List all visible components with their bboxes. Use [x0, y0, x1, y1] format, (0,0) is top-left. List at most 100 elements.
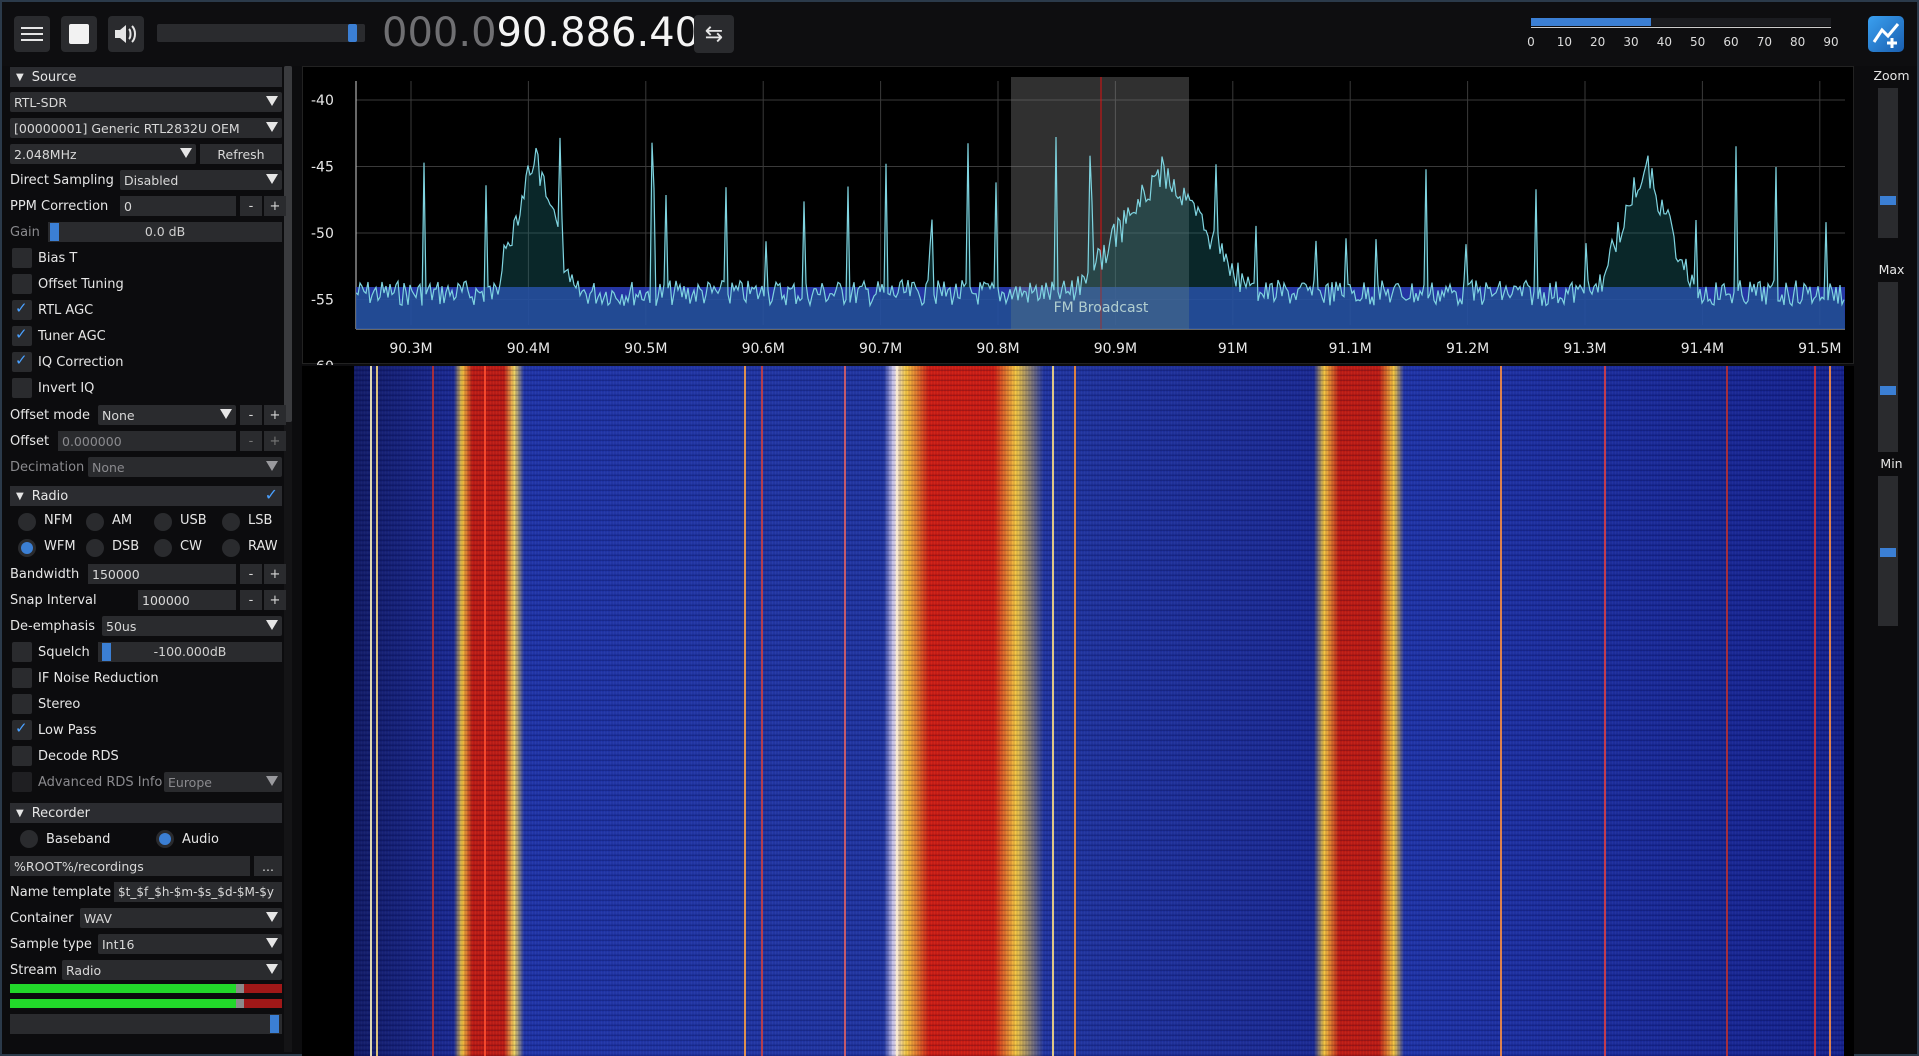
mode-label-cw: CW — [180, 539, 202, 554]
min-slider[interactable] — [1878, 476, 1898, 626]
decode-rds-row: Decode RDS — [10, 745, 282, 767]
stop-button[interactable] — [61, 16, 97, 52]
snr-scale-label: 60 — [1723, 35, 1739, 49]
frequency-display[interactable]: 000.090.886.400 — [382, 10, 726, 56]
baseband-radio[interactable] — [20, 830, 38, 848]
frequency-bright-digits[interactable]: 90.886.400 — [496, 10, 726, 56]
source-checkbox[interactable] — [12, 248, 32, 268]
recording-path-input[interactable]: %ROOT%/recordings — [10, 856, 250, 876]
mode-radio-wfm[interactable] — [18, 539, 36, 557]
source-checkbox[interactable] — [12, 378, 32, 398]
sidebar-scrollbar[interactable] — [284, 66, 292, 1052]
max-slider[interactable] — [1878, 282, 1898, 452]
squelch-checkbox[interactable] — [12, 642, 32, 662]
waterfall-display[interactable] — [302, 366, 1854, 1056]
bandwidth-decrement-button[interactable]: - — [240, 564, 262, 584]
offset-increment-button[interactable]: + — [264, 431, 286, 451]
snap-interval-input[interactable]: 100000 — [138, 590, 236, 610]
device-type-select[interactable]: RTL-SDR — [10, 92, 282, 112]
source-checkbox[interactable] — [12, 351, 32, 372]
collapse-triangle-icon: ▼ — [16, 490, 24, 502]
source-checkbox[interactable] — [12, 325, 32, 346]
fft-spectrum-display[interactable]: -40-45-50-55-60-65-7090.3M90.4M90.5M90.6… — [302, 66, 1855, 508]
swap-arrows-icon[interactable]: ⇆ — [694, 15, 734, 53]
mode-label-dsb: DSB — [112, 539, 140, 554]
ppm-increment-button[interactable]: + — [264, 196, 286, 216]
offset-mode-increment-button[interactable]: + — [264, 405, 286, 425]
adv-rds-select[interactable]: Europe — [164, 772, 282, 792]
gain-slider[interactable]: 0.0 dB — [48, 222, 282, 242]
source-section-header[interactable]: ▼ Source — [10, 67, 282, 87]
top-toolbar: 000.090.886.400 ⇆ 0 10 20 30 40 50 60 70 80 90 — [2, 2, 1917, 66]
waterfall-carrier-line — [1814, 366, 1816, 1056]
stream-select[interactable]: Radio — [62, 960, 282, 980]
snr-scale-label: 40 — [1656, 35, 1672, 49]
radio-enabled-check-icon[interactable]: ✓ — [264, 485, 278, 504]
hamburger-menu-icon[interactable] — [14, 16, 50, 52]
snr-meter-ticks — [1531, 27, 1831, 33]
source-checkbox-row: IQ Correction — [10, 351, 282, 373]
mode-label-nfm: NFM — [44, 513, 73, 528]
mode-radio-usb[interactable] — [154, 513, 172, 531]
direct-sampling-select[interactable]: Disabled — [120, 170, 282, 190]
freq-tick-label: 90.6M — [742, 341, 785, 357]
recorder-volume-thumb[interactable] — [270, 1015, 279, 1033]
sample-type-select[interactable]: Int16 — [98, 934, 282, 954]
frequency-dim-digits[interactable]: 000.0 — [382, 10, 497, 56]
recorder-volume-slider[interactable] — [10, 1014, 282, 1034]
snap-increment-button[interactable]: + — [264, 590, 286, 610]
browse-button[interactable]: ... — [254, 856, 282, 876]
mode-radio-lsb[interactable] — [222, 513, 240, 531]
ppm-decrement-button[interactable]: - — [240, 196, 262, 216]
lowpass-checkbox[interactable] — [12, 719, 32, 740]
audio-radio[interactable] — [156, 830, 174, 848]
device-select[interactable]: [00000001] Generic RTL2832U OEM — [10, 118, 282, 138]
mode-radio-raw[interactable] — [222, 539, 240, 557]
radio-section-header[interactable]: ▼ Radio ✓ — [10, 485, 282, 506]
if-noise-checkbox[interactable] — [12, 668, 32, 688]
waterfall-carrier-line — [844, 366, 846, 1056]
volume-slider-thumb[interactable] — [348, 24, 357, 42]
source-header-label: Source — [31, 69, 77, 85]
volume-slider[interactable] — [157, 24, 365, 42]
sidebar-scrollbar-thumb[interactable] — [284, 66, 292, 422]
offset-input[interactable]: 0.000000 — [58, 431, 236, 451]
source-checkbox[interactable] — [12, 274, 32, 294]
max-slider-thumb[interactable] — [1880, 386, 1896, 395]
sdrpp-logo-icon[interactable] — [1868, 16, 1904, 52]
offset-decrement-button[interactable]: - — [240, 431, 262, 451]
squelch-slider[interactable]: -100.000dB — [98, 642, 282, 662]
recorder-section-header[interactable]: ▼ Recorder — [10, 803, 282, 823]
source-checkbox[interactable] — [12, 299, 32, 320]
mode-radio-cw[interactable] — [154, 539, 172, 557]
squelch-slider-thumb[interactable] — [102, 643, 111, 661]
spectrum-plot[interactable]: -40-45-50-55-60-65-7090.3M90.4M90.5M90.6… — [303, 67, 1855, 508]
offset-mode-decrement-button[interactable]: - — [240, 405, 262, 425]
dropdown-arrow-icon — [266, 174, 278, 184]
name-template-input[interactable]: $t_$f_$h-$m-$s_$d-$M-$y — [114, 882, 282, 902]
offset-mode-select[interactable]: None — [98, 405, 236, 425]
sample-rate-select[interactable]: 2.048MHz — [10, 144, 196, 164]
gain-slider-thumb[interactable] — [50, 223, 59, 241]
mode-radio-dsb[interactable] — [86, 539, 104, 557]
decode-rds-checkbox[interactable] — [12, 746, 32, 766]
bandwidth-increment-button[interactable]: + — [264, 564, 286, 584]
speaker-icon[interactable] — [108, 16, 144, 52]
refresh-button[interactable]: Refresh — [200, 144, 282, 164]
bandwidth-input[interactable]: 150000 — [88, 564, 236, 584]
mode-radio-nfm[interactable] — [18, 513, 36, 531]
deemphasis-select[interactable]: 50us — [102, 616, 282, 636]
snap-decrement-button[interactable]: - — [240, 590, 262, 610]
decimation-select[interactable]: None — [88, 457, 282, 477]
min-slider-thumb[interactable] — [1880, 548, 1896, 557]
container-select[interactable]: WAV — [80, 908, 282, 928]
stereo-checkbox[interactable] — [12, 694, 32, 714]
zoom-slider-thumb[interactable] — [1880, 196, 1896, 205]
ppm-input[interactable]: 0 — [120, 196, 236, 216]
adv-rds-checkbox[interactable] — [12, 772, 32, 792]
waterfall-plot[interactable] — [354, 366, 1844, 1056]
mode-radio-am[interactable] — [86, 513, 104, 531]
zoom-slider[interactable] — [1878, 88, 1898, 238]
snap-interval-label: Snap Interval — [10, 592, 97, 608]
dropdown-arrow-icon — [266, 776, 278, 786]
